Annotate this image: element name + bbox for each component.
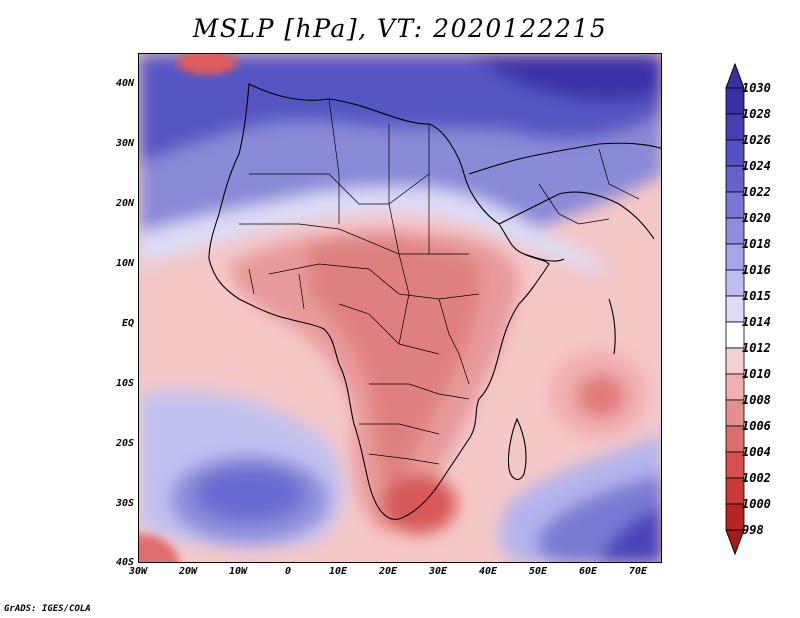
x-tick-label-20w: 20W <box>178 566 198 577</box>
colorbar-level-label: 1004 <box>742 445 771 459</box>
y-tick-label-20s: 20S <box>115 438 134 449</box>
colorbar-level-label: 1016 <box>742 263 771 277</box>
colorbar-level-label: 1024 <box>742 159 771 173</box>
y-tick-label-40n: 40N <box>115 78 134 89</box>
colorbar-level-label: 1020 <box>742 211 771 225</box>
colorbar-bottom-arrow <box>725 529 745 556</box>
colorbar-level-label: 1010 <box>742 367 771 381</box>
colorbar-level-label: 1030 <box>742 81 771 95</box>
colorbar-level-label: 1000 <box>742 497 771 511</box>
y-tick-label-20n: 20N <box>115 198 134 209</box>
colorbar-level-label: 1006 <box>742 419 771 433</box>
pressure-field <box>139 54 661 562</box>
y-tick-label-40s: 40S <box>115 557 134 568</box>
colorbar-level-label: 1018 <box>742 237 771 251</box>
y-tick-label-30s: 30S <box>115 498 134 509</box>
x-tick-label-60e: 60E <box>578 566 598 577</box>
credit-text: GrADS: IGES/COLA <box>4 604 91 614</box>
x-tick-label-70e: 70E <box>628 566 648 577</box>
x-tick-label-0: 0 <box>284 566 292 577</box>
colorbar-level-label: 1026 <box>742 133 771 147</box>
colorbar-level-label: 1002 <box>742 471 771 485</box>
x-tick-label-30w: 30W <box>128 566 148 577</box>
colorbar-level-label: 1028 <box>742 107 771 121</box>
colorbar-level-label: 1014 <box>742 315 771 329</box>
y-tick-label-eq: EQ <box>121 318 134 329</box>
x-tick-label-50e: 50E <box>528 566 548 577</box>
x-tick-label-40e: 40E <box>478 566 498 577</box>
x-tick-label-30e: 30E <box>428 566 448 577</box>
colorbar-level-label: 1012 <box>742 341 771 355</box>
colorbar <box>725 62 745 556</box>
y-tick-label-10n: 10N <box>115 258 134 269</box>
x-tick-label-10e: 10E <box>328 566 348 577</box>
y-tick-label-10s: 10S <box>115 378 134 389</box>
colorbar-level-label: 1008 <box>742 393 771 407</box>
x-tick-label-10w: 10W <box>228 566 248 577</box>
country-borders <box>239 98 640 465</box>
x-tick-label-20e: 20E <box>378 566 398 577</box>
colorbar-level-label: 1022 <box>742 185 771 199</box>
colorbar-level-label: 998 <box>742 523 764 537</box>
pressure-map <box>138 53 662 563</box>
y-tick-label-30n: 30N <box>115 138 134 149</box>
coastline <box>208 83 661 520</box>
colorbar-level-label: 1015 <box>742 289 771 303</box>
map-title: MSLP [hPa], VT: 2020122215 <box>192 14 608 43</box>
